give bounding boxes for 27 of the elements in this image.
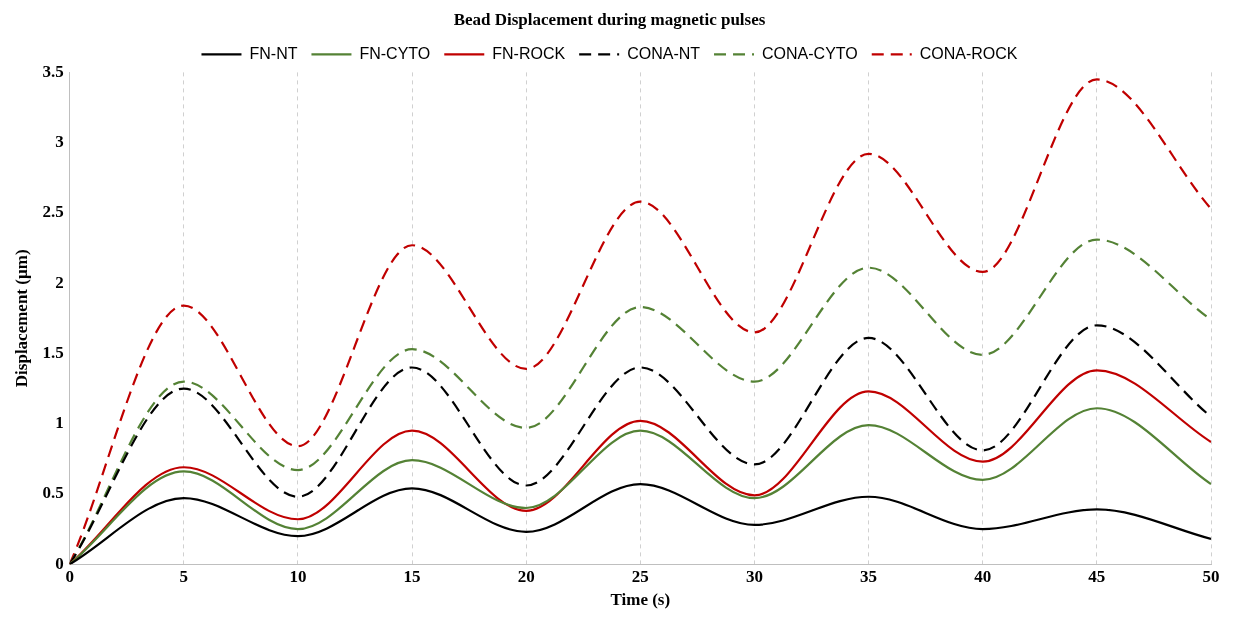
chart-title: Bead Displacement during magnetic pulses bbox=[453, 9, 766, 29]
x-tick-label: 45 bbox=[1088, 566, 1106, 586]
y-tick-label: 1.5 bbox=[42, 342, 64, 362]
x-axis-title: Time (s) bbox=[610, 590, 671, 610]
legend-label: FN-ROCK bbox=[492, 44, 566, 62]
legend-label: FN-NT bbox=[249, 44, 298, 62]
x-tick-label: 20 bbox=[517, 566, 535, 586]
legend-label: CONA-CYTO bbox=[762, 44, 858, 62]
x-tick-label: 15 bbox=[403, 566, 421, 586]
y-tick-label: 2 bbox=[55, 272, 64, 292]
legend-label: CONA-ROCK bbox=[919, 44, 1018, 62]
y-axis-title: Displacement (µm) bbox=[11, 249, 31, 388]
x-tick-label: 50 bbox=[1202, 566, 1220, 586]
y-tick-label: 3 bbox=[55, 132, 64, 152]
x-tick-label: 35 bbox=[860, 566, 878, 586]
y-tick-label: 1 bbox=[55, 413, 64, 433]
legend-label: CONA-NT bbox=[627, 44, 701, 62]
x-tick-label: 30 bbox=[745, 566, 763, 586]
x-tick-label: 10 bbox=[289, 566, 307, 586]
y-tick-label: 2.5 bbox=[42, 202, 64, 222]
x-tick-label: 25 bbox=[631, 566, 649, 586]
legend-label: FN-CYTO bbox=[359, 44, 431, 62]
y-tick-label: 0.5 bbox=[42, 483, 64, 503]
y-tick-label: 0 bbox=[55, 553, 64, 573]
y-tick-label: 3.5 bbox=[42, 61, 64, 81]
x-tick-label: 40 bbox=[974, 566, 992, 586]
x-tick-label: 5 bbox=[179, 566, 189, 586]
